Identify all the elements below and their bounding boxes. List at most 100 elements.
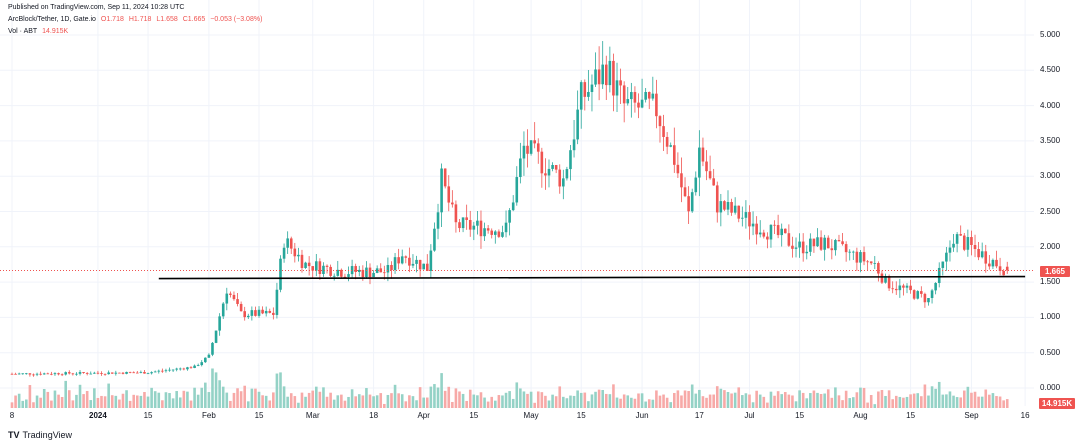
candle-body — [515, 177, 519, 203]
volume-bar — [32, 402, 35, 408]
high-value: H1.718 — [128, 16, 152, 23]
candle-body — [282, 247, 286, 259]
candle-body — [798, 241, 801, 248]
volume-bar — [812, 390, 816, 408]
candle-body — [569, 150, 572, 170]
volume-bar — [243, 385, 246, 408]
volume-bar — [336, 395, 340, 408]
candle-body — [454, 204, 458, 223]
volume-bar — [229, 400, 232, 408]
volume-bar — [733, 392, 737, 408]
candle-body — [651, 93, 655, 99]
candle-body — [447, 186, 451, 203]
candle-body — [844, 244, 848, 253]
change-value: −0.053 (−3.08%) — [210, 16, 263, 23]
candle-body — [128, 371, 132, 373]
candle-body — [476, 220, 479, 226]
volume-bar — [826, 389, 830, 408]
candle-body — [662, 126, 665, 137]
candle-body — [712, 178, 715, 186]
volume-bar — [486, 401, 490, 408]
volume-bar — [823, 393, 826, 408]
candle-body — [612, 60, 615, 96]
volume-bar — [977, 396, 980, 408]
candle-body — [701, 147, 705, 162]
volume-bar — [257, 391, 261, 408]
price-candles — [10, 41, 1009, 377]
y-tick-label: 0.500 — [1040, 347, 1061, 357]
volume-bar — [85, 390, 89, 408]
candle-body — [511, 202, 515, 211]
candle-body — [966, 237, 970, 250]
candle-body — [719, 201, 723, 213]
candle-body — [783, 228, 787, 234]
candle-body — [676, 164, 680, 174]
candle-body — [977, 249, 980, 258]
volume-bar — [536, 391, 540, 408]
volume-bar — [848, 398, 852, 408]
candle-body — [110, 372, 114, 374]
candle-body — [168, 369, 171, 371]
volume-bar — [894, 395, 898, 408]
candle-body — [819, 237, 823, 250]
candle-body — [157, 370, 161, 372]
candle-body — [311, 266, 315, 271]
candle-body — [791, 245, 794, 249]
volume-bar — [805, 398, 809, 408]
candle-body — [461, 217, 465, 229]
candle-body — [429, 250, 433, 271]
support-line — [158, 275, 1026, 280]
candle-body — [322, 265, 325, 274]
low-value: L1.658 — [156, 16, 178, 23]
volume-bar — [1002, 400, 1005, 408]
volume-bar — [819, 393, 823, 408]
volume-bar — [361, 395, 365, 408]
volume-bar — [980, 396, 984, 408]
volume-bar — [461, 393, 465, 408]
candle-body — [85, 372, 89, 374]
candle-body — [554, 165, 558, 170]
candle-body — [164, 370, 168, 372]
volume-bar — [780, 394, 783, 408]
volume-bar — [136, 395, 139, 408]
candle-body — [53, 373, 57, 375]
candle-body — [472, 225, 476, 230]
volume-bar — [297, 402, 300, 408]
candle-body — [562, 178, 565, 187]
candle-body — [107, 372, 110, 375]
volume-bar — [934, 388, 937, 408]
candle-body — [862, 252, 866, 262]
candle-body — [937, 267, 941, 284]
candle-body — [193, 365, 196, 369]
open-value: O1.718 — [100, 16, 124, 23]
volume-bar — [898, 396, 902, 408]
candle-body — [329, 266, 332, 276]
volume-bar — [730, 393, 733, 408]
volume-bar — [207, 392, 211, 408]
volume-bar — [798, 390, 801, 408]
volume-bar — [132, 394, 136, 408]
candle-body — [93, 372, 96, 374]
candle-body — [293, 248, 297, 257]
volume-bar — [952, 395, 955, 408]
x-tick-label: May — [523, 411, 539, 420]
volume-bar — [25, 399, 28, 408]
volume-bar — [791, 395, 794, 408]
volume-bar — [393, 384, 397, 408]
candle-body — [132, 372, 136, 374]
candle-body — [647, 92, 651, 99]
volume-bar — [261, 395, 264, 408]
volume-bar — [332, 399, 336, 408]
candle-body — [246, 315, 250, 318]
candle-body — [479, 220, 483, 237]
volume-bar — [375, 395, 379, 408]
candle-body — [404, 256, 408, 258]
y-tick-label: 5.000 — [1040, 30, 1061, 39]
candle-body — [57, 373, 60, 375]
volume-bar — [762, 396, 766, 408]
candle-body — [494, 231, 497, 235]
candle-body — [962, 235, 966, 250]
candle-body — [630, 92, 633, 100]
candle-body — [891, 288, 894, 290]
candle-body — [816, 237, 819, 247]
